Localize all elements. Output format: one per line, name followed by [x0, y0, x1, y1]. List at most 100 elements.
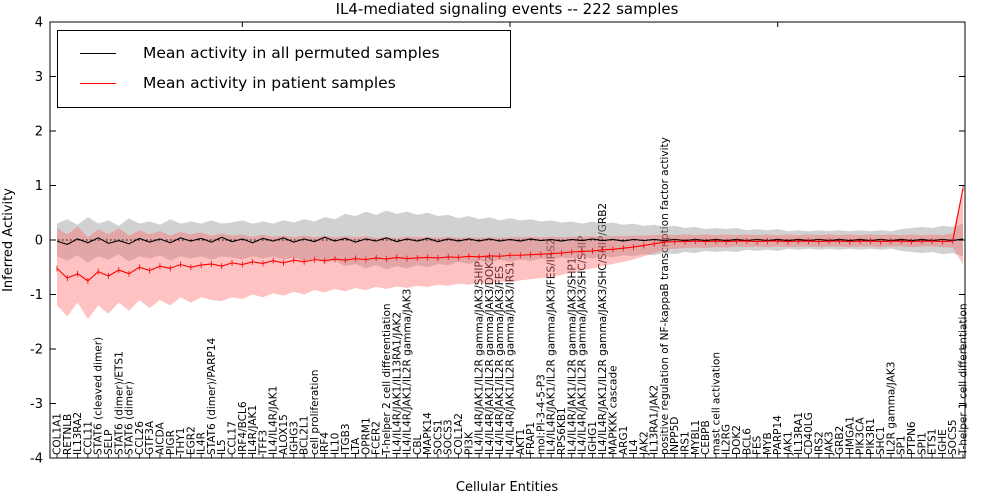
x-tick-label: HMGA1: [844, 416, 856, 455]
x-tick-label: IL2R gamma/JAK3: [885, 362, 897, 455]
x-tick-label: LTA: [350, 437, 362, 455]
x-tick-label: MYBL1: [690, 420, 702, 455]
x-tick-label: mast cell activation: [710, 352, 722, 455]
x-tick-label: PIGR: [165, 430, 177, 455]
chart-title: IL4-mediated signaling events -- 222 sam…: [336, 0, 679, 18]
x-tick-label: RETNLB: [62, 414, 74, 455]
x-tick-label: IL4/IL4R/JAK1/IL2R gamma/JAK3/SHP1: [566, 258, 578, 455]
y-axis-label: Inferred Activity: [1, 188, 16, 292]
x-tick-label: IRS2: [813, 431, 825, 455]
x-tick-label: ALOX15: [278, 414, 290, 455]
x-tick-label: MYB: [762, 432, 774, 455]
x-tick-label: IL13RA1: [793, 412, 805, 455]
x-tick-label: IL4R/JAK1: [247, 405, 259, 455]
x-tick-label: BCL6: [741, 428, 753, 455]
x-tick-label: ITGB3: [340, 423, 352, 455]
x-tick-label: STAT6 (cleaved dimer): [93, 337, 105, 455]
y-tick-label: -4: [30, 452, 43, 467]
x-tick-label: COL1A2: [453, 413, 465, 455]
y-tick-label: -2: [30, 343, 43, 358]
x-tick-label: IGHG1: [587, 421, 599, 455]
x-tick-label: IL4/IL4R/JAK1/IL2R gamma/JAK3/DOK2: [484, 255, 496, 455]
x-tick-label: IL4/IL4R/JAK1/IL2R gamma/JAK3/FES/IRS2: [546, 239, 558, 455]
x-tick-label: IRS1: [680, 431, 692, 455]
y-tick-label: -3: [30, 397, 43, 412]
x-tick-label: CD40LG: [803, 412, 815, 455]
x-tick-label: SP1: [896, 435, 908, 455]
x-tick-label: MAPK14: [422, 412, 434, 455]
y-tick-label: 1: [35, 179, 43, 194]
x-tick-label: T-helper 1 cell differentiation: [958, 303, 970, 456]
x-tick-label: IL5: [216, 439, 228, 455]
x-tick-label: SHC1: [875, 426, 887, 455]
x-tick-label: INPP5D: [669, 417, 681, 455]
x-tick-label: CCL17: [227, 421, 239, 455]
legend-entry-permuted: Mean activity in all permuted samples: [58, 38, 510, 68]
x-axis-label: Cellular Entities: [456, 480, 558, 495]
x-tick-label: STAT6 (dimer): [124, 381, 136, 455]
x-tick-label: DOK2: [731, 425, 743, 455]
x-tick-label: IL4: [628, 439, 640, 455]
x-tick-label: T-helper 2 cell differentiation: [381, 303, 393, 456]
x-tick-label: IGHE: [937, 429, 949, 455]
x-tick-label: BCL2L1: [299, 416, 311, 455]
x-tick-label: AKT1: [515, 429, 527, 455]
x-tick-label: EGR2: [185, 426, 197, 455]
x-tick-label: JAK2: [638, 431, 650, 456]
y-tick-label: 2: [35, 125, 43, 140]
x-tick-label: PARP14: [772, 415, 784, 455]
x-tick-label: IL13RA2: [72, 412, 84, 455]
x-tick-label: SOCS1: [432, 419, 444, 455]
x-tick-label: STAT6 (dimer)/ETS1: [113, 351, 125, 455]
x-tick-label: CEBPB: [700, 420, 712, 455]
x-tick-label: JAK1: [782, 431, 794, 456]
x-tick-label: IL4/IL4R/JAK1/IL2R gamma/JAK3/SHIP: [474, 261, 486, 455]
legend-entry-patient: Mean activity in patient samples: [58, 68, 510, 98]
x-tick-label: PI3K: [463, 431, 475, 455]
legend-line-sample-permuted: [80, 52, 116, 54]
x-tick-label: IRF4: [319, 432, 331, 455]
x-tick-label: FRAP1: [525, 422, 537, 455]
x-tick-label: ARG1: [618, 426, 630, 455]
x-tick-label: SELP: [103, 430, 115, 455]
x-tick-label: GRB2: [834, 426, 846, 455]
x-tick-label: FES: [752, 435, 764, 455]
x-tick-label: IGHG3: [288, 421, 300, 455]
x-tick-label: IL4/IL4R/JAK1/IL2R gamma/JAK3/IRS1: [505, 261, 517, 455]
x-tick-label: IL4/IL4R/JAK1/IL2R gamma/JAK3/SHC/SHIP/G…: [597, 203, 609, 455]
x-tick-label: IL13RA1/JAK2: [649, 385, 661, 455]
x-tick-label: IL4/IL4R/JAK1/IL2R gamma/JAK3/FES: [494, 266, 506, 455]
x-tick-label: THY1: [175, 428, 187, 456]
x-tick-label: CBL: [412, 434, 424, 455]
x-tick-label: OPRM1: [360, 417, 372, 455]
x-tick-label: PTPN6: [906, 421, 918, 455]
x-tick-label: ETS1: [927, 429, 939, 455]
x-tick-label: positive regulation of NF-kappaB transcr…: [659, 137, 671, 455]
legend-line-sample-patient: [80, 82, 116, 84]
x-tick-label: mol:PI-3-4-5-P3: [535, 374, 547, 455]
legend-label-patient: Mean activity in patient samples: [143, 74, 396, 92]
x-tick-label: CCL11: [82, 421, 94, 455]
axes-frame: -4 -3 -2 -1 0 1 2 3 4: [30, 16, 966, 467]
y-tick-label: 3: [35, 70, 43, 85]
x-tick-label: cell proliferation: [309, 370, 321, 455]
x-tick-label: SOCS3: [443, 419, 455, 455]
x-tick-label: FCER2: [371, 421, 383, 455]
x-tick-label: IL4/IL4R/JAK1/IL13RA1/JAK2: [391, 312, 403, 455]
x-tick-label: IRF4/BCL6: [237, 401, 249, 455]
x-tick-label: CCL26: [134, 421, 146, 455]
legend-label-permuted: Mean activity in all permuted samples: [143, 44, 440, 62]
x-tick-label: IL2RG: [721, 424, 733, 455]
x-tick-label: MAPKKK cascade: [607, 365, 619, 455]
x-tick-label: TFF3: [257, 430, 269, 456]
y-tick-label: 0: [35, 234, 43, 249]
x-tick-label: COL1A1: [52, 413, 64, 455]
x-tick-label: JAK3: [824, 431, 836, 456]
x-tick-label: GTF3A: [144, 420, 156, 455]
x-tick-label: RPS6KB1: [556, 407, 568, 455]
mean-activity-lines: [50, 185, 965, 284]
y-tick-label: 4: [35, 16, 43, 31]
